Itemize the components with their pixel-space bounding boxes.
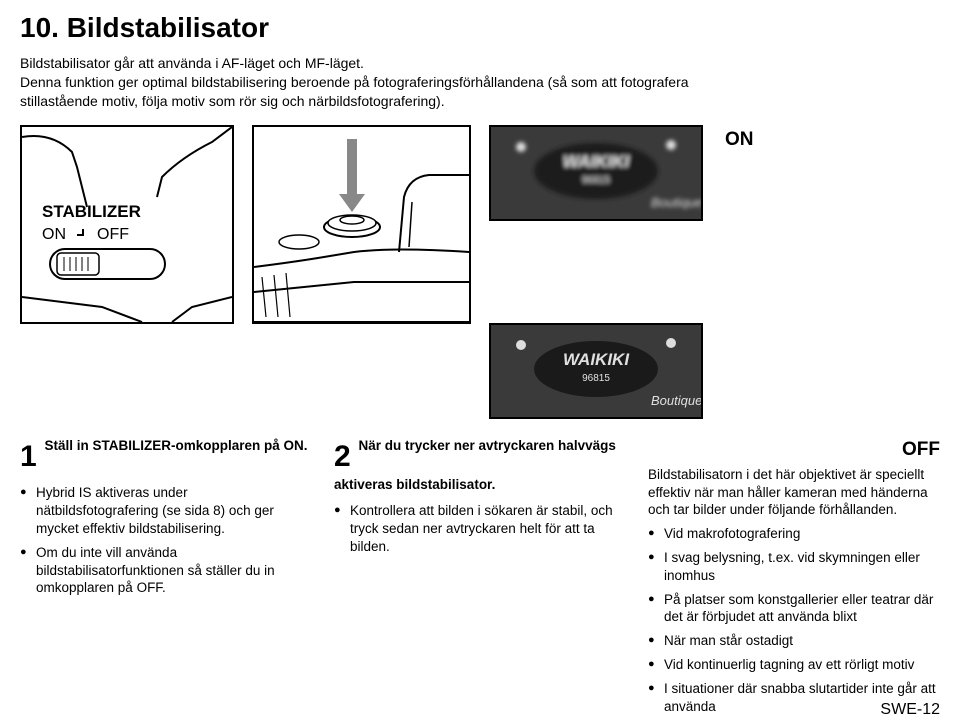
step1-heading: Ställ in STABILIZER-omkopplaren på ON. <box>44 438 307 453</box>
list-item: På platser som konstgallerier eller teat… <box>648 591 940 627</box>
figure-stabilizer-switch: STABILIZER ON OFF <box>20 125 234 324</box>
intro-paragraph: Bildstabilisator går att använda i AF-lä… <box>20 54 720 111</box>
figure-sample-blurry: WAIKIKI 96815 Boutique <box>489 125 703 221</box>
list-item: Kontrollera att bilden i sökaren är stab… <box>334 502 626 555</box>
stabilizer-text: STABILIZER <box>42 202 141 221</box>
figure-row: STABILIZER ON OFF <box>20 125 940 419</box>
column-step2: 2 När du trycker ner avtryckaren halvväg… <box>334 437 626 722</box>
list-item: Hybrid IS aktiveras under nätbildsfotogr… <box>20 484 312 537</box>
label-on: ON <box>725 129 754 151</box>
list-item: I svag belysning, t.ex. vid skymningen e… <box>648 549 940 585</box>
column-off-info: OFF Bildstabilisatorn i det här objektiv… <box>648 437 940 722</box>
column-step1: 1 Ställ in STABILIZER-omkopplaren på ON.… <box>20 437 312 722</box>
col3-list: Vid makrofotografering I svag belysning, … <box>648 525 940 715</box>
page-number: SWE-12 <box>880 701 940 719</box>
list-item: Vid kontinuerlig tagning av ett rörligt … <box>648 656 940 674</box>
col3-paragraph: Bildstabilisatorn i det här objektivet ä… <box>648 466 940 519</box>
svg-text:96815: 96815 <box>582 373 610 384</box>
step2-number: 2 <box>334 437 351 477</box>
step1-number: 1 <box>20 437 37 477</box>
step2-list: Kontrollera att bilden i sökaren är stab… <box>334 502 626 555</box>
svg-text:Boutique: Boutique <box>651 195 701 210</box>
switch-off-text: OFF <box>97 226 129 243</box>
step2-heading: När du trycker ner avtryckaren halvvägs … <box>334 438 616 493</box>
figure-sample-sharp: WAIKIKI 96815 Boutique <box>489 323 703 419</box>
svg-text:96815: 96815 <box>582 175 610 186</box>
figure-camera-shutter <box>252 125 471 324</box>
svg-text:WAIKIKI: WAIKIKI <box>563 152 630 171</box>
svg-text:Boutique: Boutique <box>651 393 701 408</box>
list-item: När man står ostadigt <box>648 632 940 650</box>
switch-on-text: ON <box>42 226 66 243</box>
step1-list: Hybrid IS aktiveras under nätbildsfotogr… <box>20 484 312 597</box>
svg-text:WAIKIKI: WAIKIKI <box>563 350 630 369</box>
list-item: Vid makrofotografering <box>648 525 940 543</box>
list-item: Om du inte vill använda bildstabilisator… <box>20 544 312 597</box>
page-title: 10. Bildstabilisator <box>20 12 940 44</box>
columns-container: 1 Ställ in STABILIZER-omkopplaren på ON.… <box>20 437 940 722</box>
label-off: OFF <box>648 437 940 462</box>
